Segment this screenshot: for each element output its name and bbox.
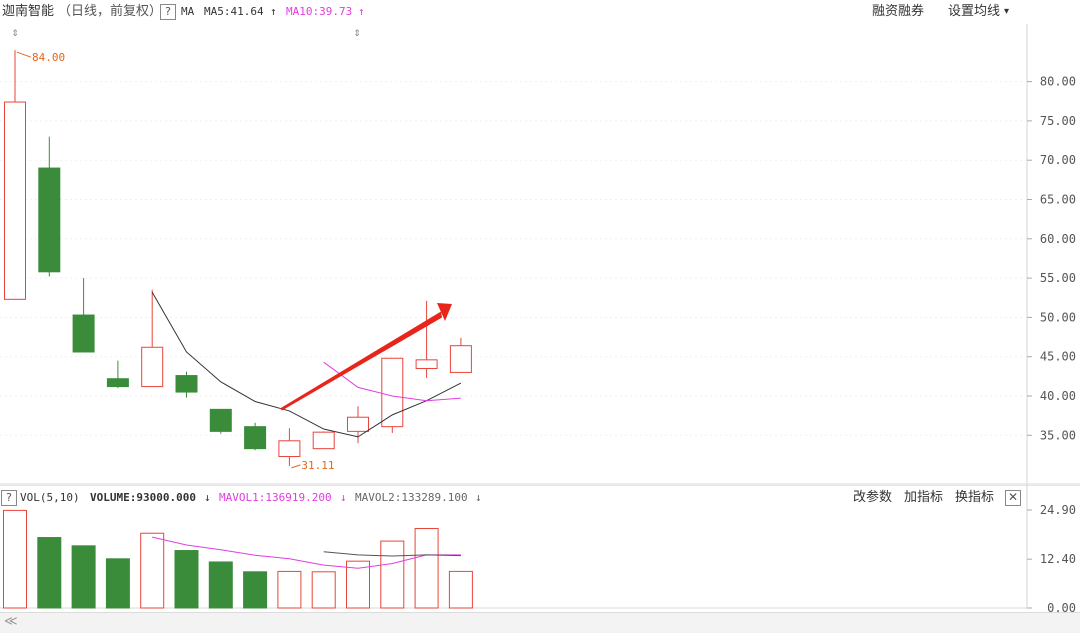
volume-panel-header: ? VOL(5,10) VOLUME:93000.000 ↓ MAVOL1:13… bbox=[0, 485, 1080, 510]
add-indicator-button[interactable]: 加指标 bbox=[904, 490, 944, 505]
high-label-pointer bbox=[16, 51, 32, 58]
ma5-value: MA5:41.64 bbox=[204, 5, 264, 18]
candle-body bbox=[141, 346, 164, 388]
stock-name: 迦南智能 bbox=[2, 4, 55, 19]
candle-body bbox=[4, 101, 26, 300]
volume-bar bbox=[448, 570, 473, 609]
price-help-button[interactable]: ? bbox=[160, 4, 176, 20]
mavol2-arrow-icon: ↓ bbox=[475, 491, 482, 504]
candle-body bbox=[38, 167, 61, 273]
price-tick-label: 40.00 bbox=[1040, 389, 1076, 403]
volume-help-button[interactable]: ? bbox=[1, 490, 17, 506]
switch-indicator-button[interactable]: 换指标 bbox=[955, 490, 995, 505]
candle-body bbox=[209, 408, 232, 432]
ma10-arrow-icon: ↑ bbox=[358, 5, 365, 18]
volume-tick-label: 12.40 bbox=[1040, 552, 1076, 566]
price-tick-label: 50.00 bbox=[1040, 310, 1076, 324]
mavol1-value: MAVOL1:136919.200 bbox=[219, 491, 332, 504]
mavol1-line bbox=[152, 536, 461, 569]
chevron-down-icon[interactable]: ▾ bbox=[1004, 6, 1010, 17]
price-tick-label: 60.00 bbox=[1040, 232, 1076, 246]
candle-body bbox=[244, 426, 267, 450]
scroll-left-icon[interactable]: ≪ bbox=[4, 614, 18, 629]
candle-body bbox=[449, 345, 472, 373]
volume-bar bbox=[346, 560, 370, 609]
chart-scrollbar[interactable]: ≪ bbox=[0, 612, 1080, 633]
low-label-pointer bbox=[291, 464, 301, 469]
volume-bar bbox=[243, 571, 268, 609]
event-marker-icon: ⇕ bbox=[353, 29, 361, 39]
ma10-line bbox=[323, 361, 461, 402]
volume-bar bbox=[174, 550, 199, 609]
volume-bar bbox=[311, 571, 336, 609]
candle-body bbox=[278, 440, 301, 458]
volume-arrow-icon: ↓ bbox=[204, 491, 211, 504]
volume-tick-label: 24.90 bbox=[1040, 503, 1076, 517]
volume-bar bbox=[71, 545, 96, 609]
price-tick-label: 75.00 bbox=[1040, 114, 1076, 128]
low-price-label: 31.11 bbox=[301, 459, 334, 472]
close-icon[interactable]: ✕ bbox=[1005, 490, 1021, 506]
ma-settings-button[interactable]: 设置均线 bbox=[948, 4, 1001, 19]
candle-body bbox=[415, 359, 438, 369]
trend-arrow-head bbox=[437, 303, 452, 321]
ma-label: MA bbox=[181, 5, 195, 18]
price-tick-label: 80.00 bbox=[1040, 75, 1076, 89]
volume-bar bbox=[380, 540, 405, 609]
price-tick-label: 65.00 bbox=[1040, 193, 1076, 207]
volume-bar bbox=[140, 532, 165, 609]
volume-value: VOLUME:93000.000 bbox=[90, 491, 196, 504]
price-tick-label: 70.00 bbox=[1040, 153, 1076, 167]
ma5-line bbox=[151, 291, 462, 438]
volume-bar bbox=[3, 509, 27, 609]
price-tick-label: 35.00 bbox=[1040, 428, 1076, 442]
ma10-value: MA10:39.73 bbox=[286, 5, 353, 18]
candle-body bbox=[72, 314, 95, 353]
mavol1-arrow-icon: ↓ bbox=[340, 491, 347, 504]
price-panel-header: 迦南智能 （日线，前复权） ? MA MA5:41.64 ↑ MA10:39.7… bbox=[0, 0, 1080, 24]
volume-tick-label: 0.00 bbox=[1047, 601, 1076, 615]
high-price-label: 84.00 bbox=[32, 51, 65, 64]
candle-body bbox=[312, 431, 335, 450]
event-marker-icon: ⇕ bbox=[11, 29, 19, 39]
volume-bar bbox=[105, 558, 130, 609]
candle-body bbox=[175, 375, 198, 393]
candle-body bbox=[106, 378, 129, 388]
price-tick-label: 45.00 bbox=[1040, 350, 1076, 364]
margin-trading-button[interactable]: 融资融券 bbox=[872, 4, 925, 19]
volume-bar bbox=[414, 527, 439, 609]
volume-bar bbox=[277, 570, 302, 609]
mavol2-value: MAVOL2:133289.100 bbox=[355, 491, 468, 504]
ma5-arrow-icon: ↑ bbox=[270, 5, 277, 18]
volume-bar bbox=[37, 537, 62, 609]
change-params-button[interactable]: 改参数 bbox=[853, 490, 893, 505]
price-tick-label: 55.00 bbox=[1040, 271, 1076, 285]
candle-body bbox=[347, 416, 369, 432]
adjust-mode-label: （日线，前复权） bbox=[58, 4, 163, 19]
mavol2-line bbox=[323, 551, 461, 557]
volume-indicator-name: VOL(5,10) bbox=[20, 491, 80, 504]
volume-bar bbox=[208, 561, 233, 609]
candle-body bbox=[381, 357, 404, 428]
trend-arrow-shaft bbox=[280, 311, 442, 411]
